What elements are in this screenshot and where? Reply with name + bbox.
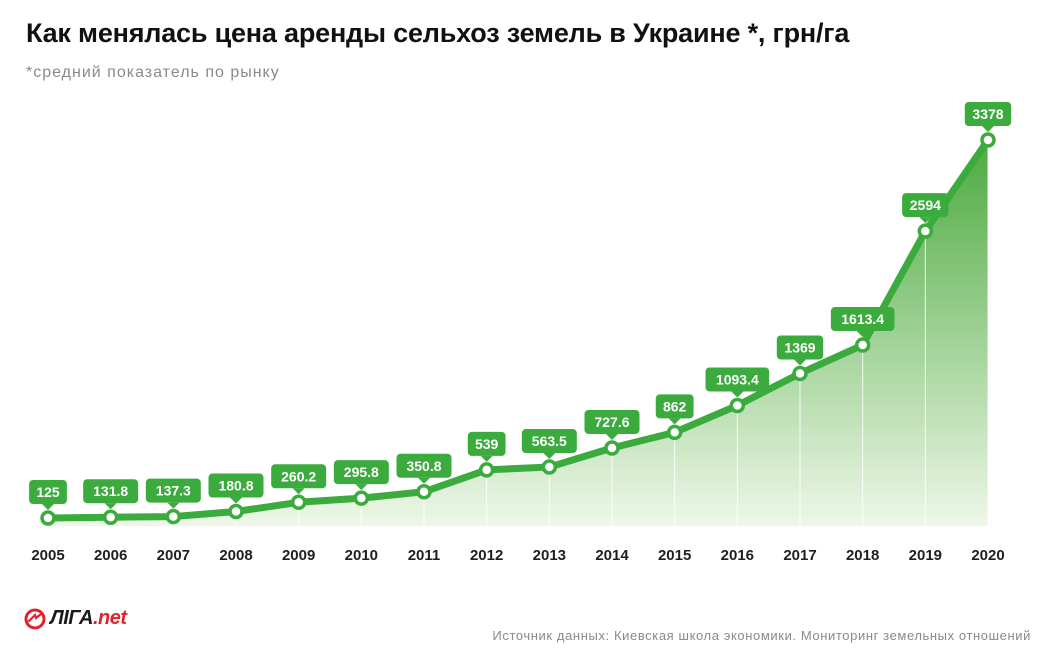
logo-main: ЛІГА [50,607,94,629]
data-labels: 125 131.8 137.3 180.8 260.2 295.8 350.8 539 563.… [29,102,1012,510]
x-axis: 2005 2006 2007 2008 2009 2010 2011 2012 2013 2014… [31,547,1004,564]
x-tick-label: 2014 [595,547,629,564]
data-label-text: 539 [475,436,499,452]
data-label-text: 3378 [972,106,1003,122]
data-label-text: 2594 [910,197,941,213]
data-label: 125 [29,480,67,510]
data-label: 260.2 [271,464,327,495]
data-label-text: 180.8 [218,478,253,494]
data-point [729,397,746,414]
data-label: 563.5 [521,429,577,460]
x-tick-label: 2006 [94,547,127,564]
data-label: 180.8 [208,473,264,504]
data-point [541,459,558,475]
data-label: 1093.4 [705,367,770,398]
data-label-text: 295.8 [344,464,379,480]
data-label-text: 260.2 [281,468,316,484]
data-point [290,494,307,511]
logo-text: ЛІГА.net [50,607,127,630]
data-points [40,132,996,526]
x-tick-label: 2007 [157,547,190,564]
data-point [40,510,56,526]
data-label-text: 1093.4 [716,371,759,387]
data-label: 727.6 [584,409,640,440]
data-point [102,509,119,525]
data-label-text: 727.6 [594,414,629,430]
data-point [478,462,495,478]
data-label: 1369 [776,335,824,366]
data-label: 862 [655,394,694,425]
data-label: 295.8 [333,460,389,491]
logo-suffix: .net [93,607,127,629]
data-point [228,503,244,520]
data-label: 137.3 [145,478,201,509]
data-label-text: 125 [36,484,60,500]
area-fill [48,140,988,526]
x-tick-label: 2012 [470,547,503,564]
chart-title: Как менялась цена аренды сельхоз земель … [26,18,850,48]
data-label-text: 1613.4 [841,311,884,327]
x-tick-label: 2016 [721,547,754,564]
liga-logo-icon [24,608,46,629]
chart-subtitle: *средний показатель по рынку [26,64,280,81]
data-source: Источник данных: Киевская школа экономик… [492,628,1031,643]
data-point [854,337,871,353]
x-tick-label: 2018 [846,547,879,564]
series-line [44,136,992,522]
x-tick-label: 2015 [658,547,691,564]
data-point [165,508,182,525]
liga-net-logo[interactable]: ЛІГА.net [24,607,127,630]
line-area-chart: 125 131.8 137.3 180.8 260.2 295.8 350.8 539 563.… [29,102,1012,564]
x-tick-label: 2019 [909,547,942,564]
data-label: 2594 [902,193,949,224]
data-label: 350.8 [396,453,452,484]
data-label-text: 350.8 [406,458,441,474]
data-label-text: 1369 [784,339,815,355]
x-tick-label: 2017 [783,547,816,564]
data-label: 131.8 [83,479,139,510]
x-tick-label: 2009 [282,547,315,564]
x-tick-label: 2011 [408,547,441,564]
data-point [604,440,620,456]
data-point [917,223,934,239]
data-label: 539 [467,431,506,462]
data-point [416,484,432,500]
data-label: 3378 [964,102,1012,132]
data-label-text: 563.5 [532,433,567,449]
x-tick-label: 2005 [31,547,64,564]
data-label-text: 862 [663,398,687,414]
x-tick-label: 2008 [219,547,252,564]
data-label-text: 137.3 [156,483,191,499]
x-tick-label: 2010 [345,547,378,564]
data-point [980,132,996,148]
x-tick-label: 2013 [533,547,566,564]
data-label: 1613.4 [830,307,895,338]
data-point [353,490,370,506]
data-label-text: 131.8 [93,483,128,499]
x-tick-label: 2020 [971,547,1004,564]
data-point [666,424,683,441]
data-point [792,365,808,382]
